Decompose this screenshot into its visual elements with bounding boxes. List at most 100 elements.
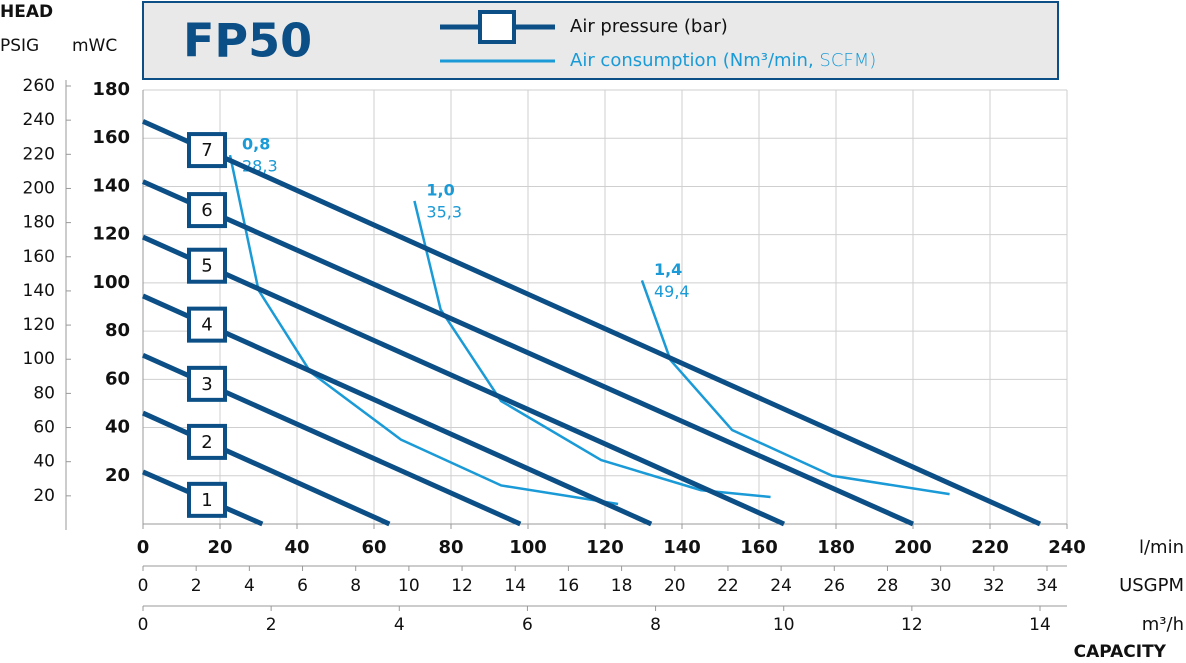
- pressure-box: [187, 247, 227, 284]
- y-tick-label: 180: [92, 79, 130, 100]
- pressure-label: 5: [201, 256, 212, 277]
- x-tick-label: 0: [137, 537, 150, 558]
- x-tick-label: 8: [650, 615, 661, 635]
- x-tick-label: 34: [1036, 576, 1058, 596]
- consumption-label: 1,0: [426, 180, 454, 199]
- pressure-label: 1: [201, 490, 212, 511]
- x-tick-label: 20: [664, 576, 686, 596]
- y2-tick-label: 260: [23, 76, 55, 96]
- legend-label: Air consumption (Nm³/min, SCFM): [570, 50, 876, 71]
- y2-tick-label: 200: [23, 178, 55, 198]
- x-axis-label: m³/h: [1142, 614, 1184, 635]
- x-tick-label: 16: [558, 576, 580, 596]
- x-tick-label: 4: [394, 615, 405, 635]
- y2-label: PSIG: [0, 36, 39, 56]
- legend-swatch: [478, 10, 516, 44]
- y2-tick-label: 60: [33, 418, 55, 438]
- x-tick-label: 12: [901, 615, 923, 635]
- x-tick-label: 200: [894, 537, 932, 558]
- pressure-box: [187, 192, 227, 229]
- y2-tick-label: 40: [33, 452, 55, 472]
- y2-tick-label: 180: [23, 213, 55, 233]
- consumption-line: [228, 154, 619, 506]
- consumption-scfm: 49,4: [654, 282, 690, 301]
- head-label: HEAD: [0, 2, 53, 22]
- x-tick-label: 0: [138, 576, 149, 596]
- pressure-label: 6: [201, 200, 212, 221]
- y-tick-label: 40: [105, 417, 130, 438]
- x-tick-label: 120: [586, 537, 624, 558]
- legend-label: Air consumption (Nm³/min,: [570, 50, 814, 71]
- y-tick-label: 160: [92, 127, 130, 148]
- x-tick-label: 10: [398, 576, 420, 596]
- y2-tick-label: 160: [23, 247, 55, 267]
- consumption-label: 1,4: [654, 260, 682, 279]
- y2-tick-label: 20: [33, 486, 55, 506]
- x-tick-label: 14: [1029, 615, 1051, 635]
- pressure-label: 2: [201, 432, 212, 453]
- pressure-line: [141, 410, 391, 527]
- header-box: [142, 1, 1059, 80]
- pressure-line: [141, 179, 915, 527]
- y2-tick-label: 100: [23, 349, 55, 369]
- pressure-label: 7: [201, 140, 212, 161]
- x-axis-label: l/min: [1139, 537, 1184, 558]
- pressure-box: [187, 306, 227, 343]
- chart-title: FP50: [183, 14, 312, 68]
- consumption-line: [413, 200, 771, 499]
- pressure-box: [187, 132, 227, 169]
- consumption-line: [640, 280, 950, 496]
- pressure-line: [141, 293, 653, 527]
- x-axis-label: USGPM: [1119, 575, 1184, 596]
- consumption-label: 0,8: [242, 135, 270, 154]
- x-tick-label: 40: [284, 537, 309, 558]
- x-tick-label: 60: [361, 537, 386, 558]
- x-tick-label: 180: [817, 537, 855, 558]
- pressure-box: [187, 481, 227, 518]
- x-tick-label: 80: [438, 537, 463, 558]
- x-tick-label: 12: [451, 576, 473, 596]
- x-tick-label: 160: [740, 537, 778, 558]
- y2-tick-label: 220: [23, 144, 55, 164]
- x-tick-label: 0: [138, 615, 149, 635]
- x-tick-label: 8: [350, 576, 361, 596]
- x-tick-label: 14: [504, 576, 526, 596]
- pressure-line: [141, 119, 1042, 527]
- y-tick-label: 80: [105, 320, 130, 341]
- legend-label: Air pressure (bar): [570, 16, 728, 37]
- y-tick-label: 100: [92, 272, 130, 293]
- y2-tick-label: 240: [23, 110, 55, 130]
- y2-tick-label: 80: [33, 383, 55, 403]
- legend-label: SCFM): [819, 50, 876, 71]
- pressure-label: 4: [201, 315, 212, 336]
- x-tick-label: 20: [207, 537, 232, 558]
- y-tick-label: 140: [92, 175, 130, 196]
- y-tick-label: 60: [105, 368, 130, 389]
- y2-tick-label: 120: [23, 315, 55, 335]
- x-tick-label: 240: [1048, 537, 1086, 558]
- pressure-line: [141, 234, 786, 527]
- x-tick-label: 6: [522, 615, 533, 635]
- y-tick-label: 20: [105, 465, 130, 486]
- pressure-label: 3: [201, 374, 212, 395]
- x-tick-label: 6: [297, 576, 308, 596]
- x-tick-label: 28: [877, 576, 899, 596]
- pressure-box: [187, 365, 227, 402]
- x-tick-label: 10: [773, 615, 795, 635]
- x-tick-label: 2: [266, 615, 277, 635]
- y-tick-label: 120: [92, 224, 130, 245]
- consumption-scfm: 35,3: [426, 202, 462, 221]
- x-tick-label: 22: [717, 576, 739, 596]
- pressure-box: [187, 423, 227, 460]
- x-tick-label: 4: [244, 576, 255, 596]
- x-tick-label: 220: [971, 537, 1009, 558]
- y2-tick-label: 140: [23, 281, 55, 301]
- x-title: CAPACITY: [1074, 642, 1167, 662]
- y-label: mWC: [72, 36, 117, 56]
- x-tick-label: 26: [823, 576, 845, 596]
- x-tick-label: 24: [770, 576, 792, 596]
- x-tick-label: 140: [663, 537, 701, 558]
- x-tick-label: 32: [983, 576, 1005, 596]
- x-tick-label: 2: [191, 576, 202, 596]
